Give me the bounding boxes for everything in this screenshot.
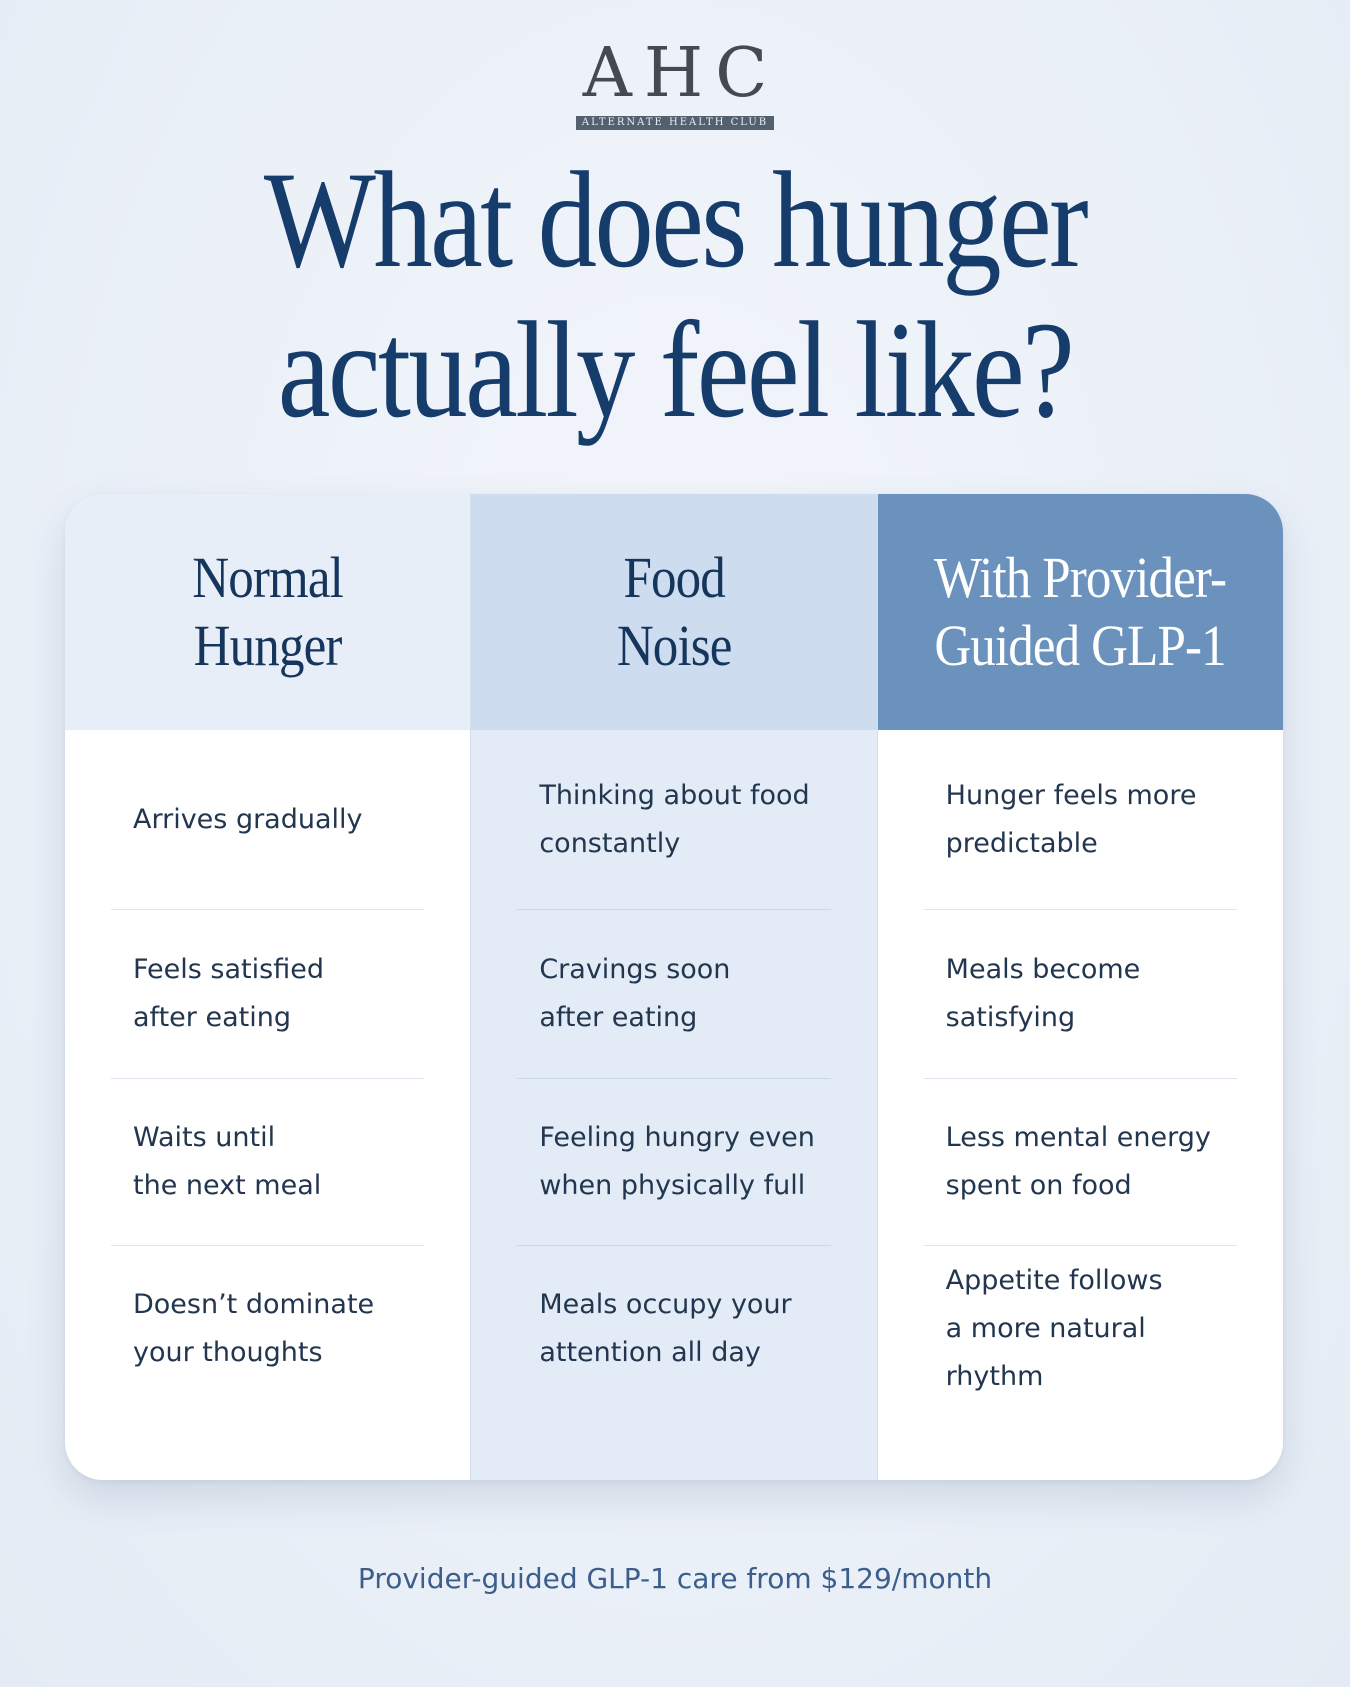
column-normal-hunger: Normal Hunger Arrives gradually Feels sa… xyxy=(65,494,471,1480)
column-rows: Hunger feels more predictable Meals beco… xyxy=(878,730,1283,1412)
logo-tagline: ALTERNATE HEALTH CLUB xyxy=(575,116,775,130)
logo-letters: AHC xyxy=(582,34,780,113)
page-title: What does hunger actually feel like? xyxy=(95,145,1256,445)
cell-line: Thinking about food xyxy=(539,779,810,811)
table-cell: Appetite follows a more natural rhythm xyxy=(924,1246,1237,1412)
cell-line: your thoughts xyxy=(133,1337,323,1368)
cell-line: Hunger feels more xyxy=(945,779,1197,811)
table-cell: Thinking about food constantly xyxy=(517,730,831,910)
column-rows: Thinking about food constantly Cravings … xyxy=(471,730,876,1412)
cell-line: Waits until xyxy=(133,1122,276,1153)
heading-line: Hunger xyxy=(193,613,343,678)
table-cell: Arrives gradually xyxy=(111,730,425,910)
cell-line: Meals occupy your xyxy=(539,1289,792,1320)
cell-line: attention all day xyxy=(539,1337,761,1368)
heading-line: Food xyxy=(623,545,725,610)
cell-line: after eating xyxy=(539,1002,698,1033)
cell-line: Appetite follows xyxy=(945,1265,1163,1296)
table-cell: Hunger feels more predictable xyxy=(923,730,1237,910)
cell-line: constantly xyxy=(539,827,681,859)
cell-line: spent on food xyxy=(945,1170,1132,1201)
cell-line: after eating xyxy=(133,1002,291,1033)
column-rows: Arrives gradually Feels satisfied after … xyxy=(65,730,470,1412)
cell-line: Meals become xyxy=(945,954,1141,985)
table-cell: Meals become satisfying xyxy=(923,910,1237,1079)
heading-line: Normal xyxy=(192,545,344,610)
heading-line: With Provider- xyxy=(934,545,1227,610)
column-heading: With Provider- Guided GLP-1 xyxy=(877,494,1283,730)
table-cell: Cravings soon after eating xyxy=(517,910,831,1079)
cell-line: Arrives gradually xyxy=(133,803,363,835)
pricing-footer: Provider-guided GLP-1 care from $129/mon… xyxy=(357,1562,993,1595)
cell-line: the next meal xyxy=(133,1170,322,1201)
cell-line: satisfying xyxy=(945,1002,1076,1033)
cell-line: when physically full xyxy=(539,1170,806,1201)
brand-logo: AHC ALTERNATE HEALTH CLUB xyxy=(0,38,1350,130)
column-heading: Normal Hunger xyxy=(65,494,471,730)
cell-line: Feeling hungry even xyxy=(539,1122,815,1153)
table-cell: Waits until the next meal xyxy=(111,1079,425,1246)
column-heading: Food Noise xyxy=(471,494,877,730)
cell-line: a more natural rhythm xyxy=(945,1313,1146,1392)
table-cell: Doesn’t dominate your thoughts xyxy=(111,1246,424,1412)
page-title-line-1: What does hunger xyxy=(263,143,1089,296)
cell-line: predictable xyxy=(945,827,1098,859)
column-glp1: With Provider- Guided GLP-1 Hunger feels… xyxy=(877,494,1283,1480)
table-cell: Meals occupy your attention all day xyxy=(517,1246,830,1412)
cell-line: Cravings soon xyxy=(539,954,731,985)
cell-line: Feels satisfied xyxy=(133,954,324,985)
cell-line: Doesn’t dominate xyxy=(133,1289,375,1320)
table-cell: Feels satisfied after eating xyxy=(111,910,425,1079)
heading-line: Noise xyxy=(616,613,733,678)
cell-line: Less mental energy xyxy=(945,1122,1211,1153)
heading-line: Guided GLP-1 xyxy=(934,613,1227,678)
column-food-noise: Food Noise Thinking about food constantl… xyxy=(470,494,878,1480)
table-cell: Feeling hungry even when physically full xyxy=(517,1079,831,1246)
table-cell: Less mental energy spent on food xyxy=(923,1079,1237,1246)
page-title-line-2: actually feel like? xyxy=(277,293,1075,446)
comparison-table: Normal Hunger Arrives gradually Feels sa… xyxy=(65,494,1283,1480)
